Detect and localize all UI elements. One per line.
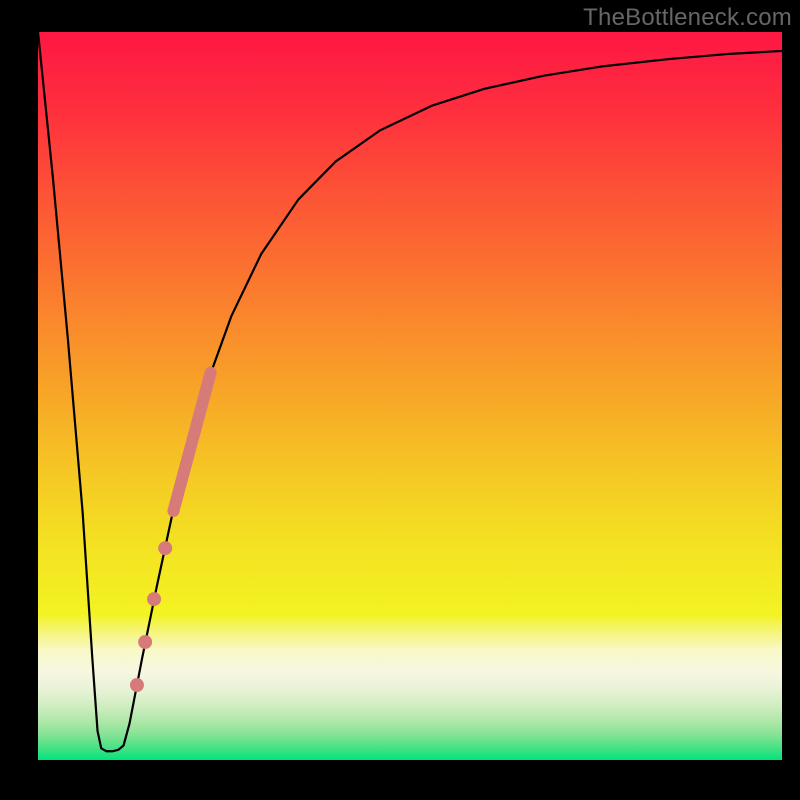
highlight-dot — [147, 592, 161, 606]
plot-background — [38, 32, 782, 760]
highlight-dot — [158, 541, 172, 555]
watermark-text: TheBottleneck.com — [583, 4, 792, 32]
highlight-dot — [130, 678, 144, 692]
highlight-dot — [138, 635, 152, 649]
chart-stage: TheBottleneck.com — [0, 0, 800, 800]
bottleneck-curve-chart — [0, 0, 800, 800]
